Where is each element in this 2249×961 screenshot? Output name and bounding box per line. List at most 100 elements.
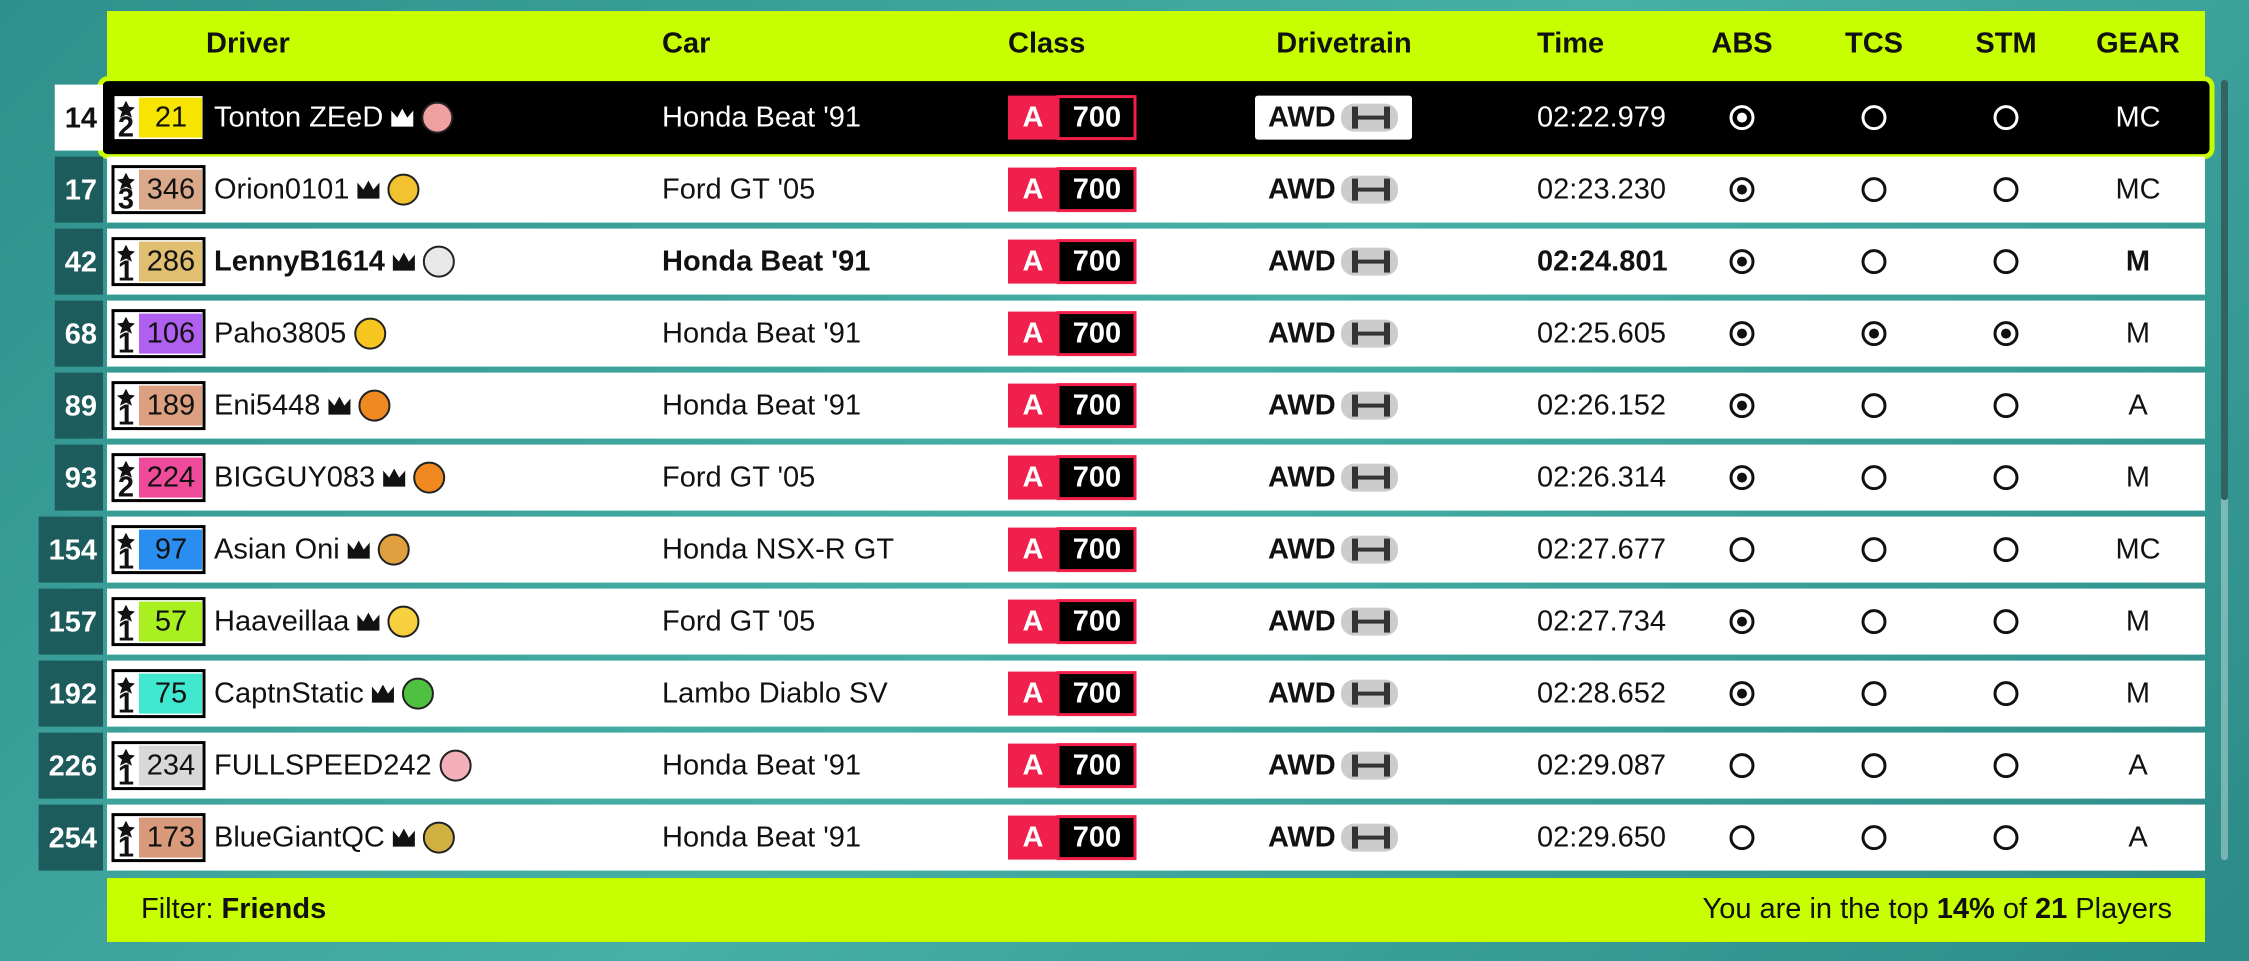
crown-icon [347,540,370,559]
rank-box [38,588,103,655]
radio-tcs [1861,609,1887,635]
row-bg [107,228,2205,295]
filter: Filter: Friends [141,893,326,925]
class-letter-bg [1008,311,1058,356]
drivetrain: AWD [1268,173,1336,205]
rank-box [54,156,103,223]
gear: M [2126,677,2150,709]
drivetrain-wheel [1384,826,1390,849]
avatar-badge [387,605,420,638]
radio-stm [1993,105,2019,131]
class-letter: A [1023,749,1044,781]
level: 173 [147,821,195,853]
radio-dot-abs [1737,256,1747,267]
drivetrain-wheel [1352,466,1358,489]
column-header: TCS [1845,28,1903,60]
level-bg [139,97,202,138]
class-letter: A [1023,173,1044,205]
radio-dot-abs [1737,328,1747,339]
avatar-badge [354,317,387,350]
level: 189 [147,389,195,421]
radio-abs [1729,681,1755,707]
radio-abs [1729,825,1755,851]
crown-icon [371,684,394,703]
drivetrain-wheel [1352,682,1358,705]
summary: You are in the top 14% of 21 Players [1703,893,2172,925]
tier: 1 [118,327,134,359]
row-bg [107,804,2205,871]
column-header: Drivetrain [1276,28,1411,60]
player-count: 21 [2035,893,2067,925]
drivetrain-wheel [1352,754,1358,777]
radio-tcs [1861,393,1887,419]
drivetrain-wheel [1352,394,1358,417]
summary-of: of [2003,893,2028,925]
class-letter: A [1023,101,1044,133]
tier: 3 [118,183,134,215]
rank-box [54,228,103,295]
time: 02:23.230 [1537,173,1666,205]
crown-icon [392,252,415,271]
rank-box [38,660,103,727]
class-letter: A [1023,533,1044,565]
radio-tcs [1861,249,1887,275]
time: 02:27.734 [1537,605,1666,637]
avatar-badge [358,389,391,422]
class-rating: 700 [1073,533,1121,565]
gear: A [2128,749,2148,781]
class-rating-bg [1056,599,1137,645]
time: 02:24.801 [1537,245,1668,277]
driver-name: Eni5448 [214,389,320,421]
class-rating-bg [1056,167,1137,213]
tier-star [117,748,135,766]
tier-star [117,676,135,694]
level-bg [139,169,202,210]
class-rating: 700 [1073,173,1121,205]
class-rating: 700 [1073,389,1121,421]
crown-icon [357,180,380,199]
rank: 154 [49,534,97,566]
drivetrain-axle [1352,619,1388,624]
rank: 93 [65,462,97,494]
class-letter: A [1023,821,1044,853]
summary-prefix: You are in the top [1703,893,1929,925]
tier: 1 [118,399,134,431]
avatar-badge [401,677,434,710]
driver-name: BlueGiantQC [214,821,385,853]
radio-dot-abs [1737,616,1747,627]
drivetrain-wheel [1384,106,1390,129]
drivetrain-axle [1352,187,1388,192]
avatar-badge [377,533,410,566]
radio-stm [1993,465,2019,491]
tier-star [117,820,135,838]
drivetrain: AWD [1268,821,1336,853]
radio-tcs [1861,825,1887,851]
avatar-badge [439,749,472,782]
tier: 2 [118,111,134,143]
class-rating-bg [1056,671,1137,717]
drivetrain-wheel [1384,610,1390,633]
driver-name: Haaveillaa [214,605,350,637]
radio-abs [1729,465,1755,491]
filter-value: Friends [222,893,327,925]
car: Ford GT '05 [662,173,815,205]
drivetrain-axle [1352,691,1388,696]
scrollbar-thumb [2221,80,2228,500]
class-letter: A [1023,317,1044,349]
crown-icon [383,468,406,487]
time: 02:25.605 [1537,317,1666,349]
column-header: Car [662,28,710,60]
level-bg [139,673,202,714]
rank-box [38,516,103,583]
row-highlight [97,76,2215,160]
car: Honda Beat '91 [662,821,861,853]
gear: M [2126,605,2150,637]
class-rating-bg [1056,239,1137,285]
drivetrain-axle [1352,331,1388,336]
tier-star [117,172,135,190]
radio-stm [1993,321,2019,347]
drivetrain-wheel [1384,538,1390,561]
filter-label: Filter: [141,893,214,925]
drivetrain-wheel [1352,322,1358,345]
summary-suffix: Players [2075,893,2172,925]
